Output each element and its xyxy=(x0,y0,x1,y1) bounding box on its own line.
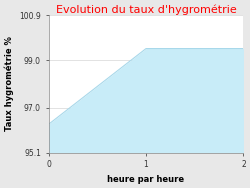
X-axis label: heure par heure: heure par heure xyxy=(108,175,184,184)
Y-axis label: Taux hygrométrie %: Taux hygrométrie % xyxy=(4,37,14,131)
Title: Evolution du taux d'hygrométrie: Evolution du taux d'hygrométrie xyxy=(56,4,236,15)
